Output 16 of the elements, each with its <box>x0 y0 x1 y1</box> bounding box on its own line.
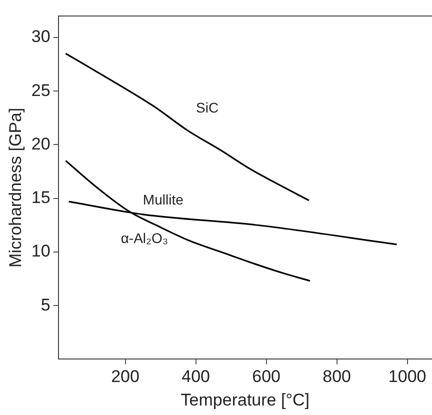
y-tick-label: 30 <box>31 27 50 46</box>
x-axis-title: Temperature [°C] <box>180 390 310 410</box>
x-tick-label: 200 <box>111 367 140 386</box>
y-axis-title: Microhardness [GPa] <box>6 108 25 268</box>
y-tick-label: 25 <box>31 80 50 100</box>
x-tick-label: 800 <box>322 367 351 386</box>
y-tick-label: 5 <box>40 295 50 314</box>
series-label: Mullite <box>142 191 184 208</box>
y-tick-label: 15 <box>31 188 50 208</box>
series-label: α-Al₂O₃ <box>120 230 168 246</box>
x-tick-label: 1000 <box>388 367 426 386</box>
y-tick-label: 20 <box>31 134 50 154</box>
x-tick-label: 600 <box>252 367 280 386</box>
y-tick-label: 10 <box>31 242 50 261</box>
series-label: SiC <box>196 100 219 116</box>
x-tick-label: 400 <box>182 367 210 386</box>
